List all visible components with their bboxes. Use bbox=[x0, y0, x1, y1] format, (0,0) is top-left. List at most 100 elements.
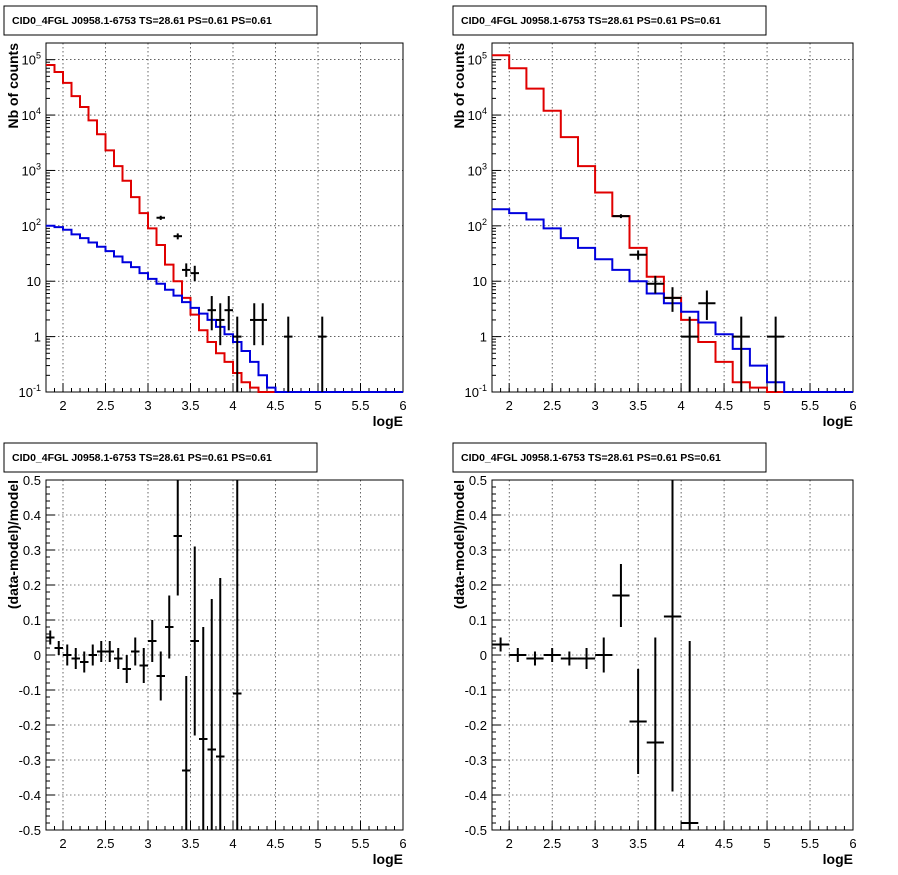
x-tick-label: 3.5 bbox=[629, 398, 647, 413]
x-tick-label: 5 bbox=[763, 398, 770, 413]
data-point bbox=[250, 303, 259, 346]
data-point bbox=[199, 627, 208, 830]
x-tick-label: 6 bbox=[849, 836, 856, 851]
data-point bbox=[560, 651, 578, 666]
data-point bbox=[173, 480, 182, 596]
x-axis-title: logE bbox=[373, 413, 403, 429]
data-point bbox=[629, 250, 647, 260]
y-tick-label: 0.5 bbox=[23, 473, 41, 488]
x-tick-label: 2.5 bbox=[96, 836, 114, 851]
x-tick-label: 6 bbox=[849, 398, 856, 413]
histogram-step-line bbox=[492, 208, 853, 393]
x-tick-label: 3.5 bbox=[629, 836, 647, 851]
chart-title: CID0_4FGL J0958.1-6753 TS=28.61 PS=0.61 … bbox=[461, 452, 721, 464]
data-point bbox=[71, 648, 80, 669]
y-tick-label: 105 bbox=[22, 51, 41, 68]
y-tick-label: 102 bbox=[468, 217, 487, 234]
data-point bbox=[190, 265, 199, 282]
x-tick-label: 3 bbox=[144, 398, 151, 413]
y-tick-label: 10 bbox=[27, 274, 41, 289]
x-tick-label: 2 bbox=[59, 398, 66, 413]
x-tick-label: 4.5 bbox=[266, 836, 284, 851]
y-tick-exponent: 3 bbox=[482, 161, 487, 171]
data-point bbox=[663, 287, 682, 312]
plot-area: 2 2.5 3 3.5 4 4.5 5 5.5 6 10-1 1 10 102 103 104 105 logE… bbox=[451, 42, 857, 429]
data-point bbox=[156, 215, 165, 220]
y-tick-label: 10-1 bbox=[465, 383, 487, 400]
chart-title: CID0_4FGL J0958.1-6753 TS=28.61 PS=0.61 … bbox=[12, 452, 272, 464]
y-tick-label: 0 bbox=[480, 648, 487, 663]
x-axis-title: logE bbox=[823, 851, 853, 867]
y-tick-label: 10 bbox=[473, 274, 487, 289]
x-tick-label: 4 bbox=[677, 836, 684, 851]
plot-area: 2 2.5 3 3.5 4 4.5 5 5.5 6 -0.5 -0.4 -0.3 -0.2 -0.1 0 0.… bbox=[5, 473, 407, 867]
y-tick-exponent: 5 bbox=[482, 51, 487, 61]
y-tick-label: 0.4 bbox=[469, 508, 487, 523]
data-point bbox=[139, 648, 148, 683]
data-point bbox=[80, 651, 89, 673]
data-point bbox=[646, 275, 664, 294]
y-tick-label: 10-1 bbox=[19, 383, 41, 400]
data-point bbox=[190, 546, 199, 736]
data-point bbox=[732, 316, 750, 392]
data-point bbox=[681, 641, 699, 830]
y-tick-label: 0.5 bbox=[469, 473, 487, 488]
y-tick-exponent: -1 bbox=[33, 383, 41, 393]
y-tick-label: -0.5 bbox=[465, 823, 487, 838]
plot-area: 2 2.5 3 3.5 4 4.5 5 5.5 6 -0.5 -0.4 -0.3 -0.2 -0.1 0 0.… bbox=[451, 473, 857, 867]
x-tick-label: 4.5 bbox=[266, 398, 284, 413]
y-tick-label: -0.3 bbox=[465, 753, 487, 768]
data-point bbox=[698, 290, 716, 320]
x-tick-label: 4 bbox=[677, 398, 684, 413]
data-point bbox=[173, 233, 182, 240]
x-tick-label: 4 bbox=[229, 836, 236, 851]
title-box bbox=[452, 5, 767, 36]
x-tick-label: 4.5 bbox=[715, 398, 733, 413]
x-axis-title: logE bbox=[823, 413, 853, 429]
data-point bbox=[577, 648, 596, 669]
data-point bbox=[681, 316, 699, 392]
title-box bbox=[3, 5, 318, 36]
data-point bbox=[207, 296, 216, 331]
y-tick-label: 103 bbox=[22, 161, 41, 178]
x-axis-title: logE bbox=[373, 851, 403, 867]
x-tick-label: 2.5 bbox=[96, 398, 114, 413]
x-tick-label: 5 bbox=[314, 398, 321, 413]
data-point bbox=[526, 651, 544, 666]
data-point bbox=[595, 637, 613, 673]
y-tick-label: 104 bbox=[468, 106, 487, 123]
y-tick-label: 0.3 bbox=[23, 543, 41, 558]
y-axis-title: (data-model)/model bbox=[451, 480, 467, 609]
y-tick-label: -0.4 bbox=[465, 788, 487, 803]
x-tick-label: 5 bbox=[763, 836, 770, 851]
x-tick-label: 3 bbox=[592, 398, 599, 413]
data-point bbox=[114, 648, 123, 669]
data-point bbox=[284, 316, 293, 392]
x-tick-label: 5.5 bbox=[351, 836, 369, 851]
data-point bbox=[233, 480, 242, 830]
data-point bbox=[131, 637, 140, 666]
y-tick-label: 105 bbox=[468, 51, 487, 68]
data-point bbox=[182, 676, 191, 830]
data-point bbox=[63, 644, 72, 666]
data-point bbox=[543, 648, 561, 662]
title-box bbox=[452, 442, 767, 473]
data-point bbox=[156, 651, 165, 701]
x-tick-label: 3 bbox=[592, 836, 599, 851]
y-tick-label: 0.3 bbox=[469, 543, 487, 558]
data-point bbox=[207, 599, 216, 830]
y-tick-label: -0.4 bbox=[19, 788, 41, 803]
data-point bbox=[612, 214, 630, 219]
data-point bbox=[46, 630, 55, 645]
y-tick-exponent: -1 bbox=[479, 383, 487, 393]
y-tick-label: -0.3 bbox=[19, 753, 41, 768]
data-point bbox=[54, 641, 63, 655]
y-tick-exponent: 2 bbox=[482, 217, 487, 227]
plot-area: 2 2.5 3 3.5 4 4.5 5 5.5 6 10-1 1 10 102 103 104 105 logE… bbox=[5, 42, 407, 429]
y-tick-label: 1 bbox=[480, 330, 487, 345]
y-tick-label: -0.1 bbox=[465, 683, 487, 698]
panel-top-right: CID0_4FGL J0958.1-6753 TS=28.61 PS=0.61 … bbox=[451, 5, 857, 429]
y-tick-exponent: 2 bbox=[36, 217, 41, 227]
plot-frame bbox=[45, 42, 404, 393]
